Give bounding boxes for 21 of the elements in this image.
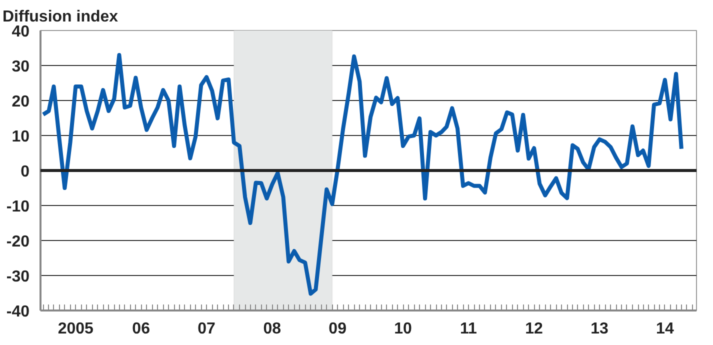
x-tick-label: 13 — [590, 320, 609, 338]
x-tick-label: 08 — [263, 320, 282, 338]
x-tick-label: 07 — [198, 320, 216, 338]
x-tick-label: 14 — [656, 320, 674, 338]
y-tick-label: -30 — [6, 268, 30, 286]
y-tick-label: 30 — [12, 58, 30, 76]
y-tick-label: 0 — [20, 164, 30, 180]
y-tick-label: 20 — [12, 94, 30, 110]
y-tick-label: 40 — [12, 24, 30, 40]
x-tick-label: 06 — [132, 320, 150, 338]
x-tick-label: 09 — [328, 320, 347, 338]
chart-title: Diffusion index — [2, 8, 118, 26]
x-tick-label: 12 — [525, 320, 544, 338]
y-tick-label: -10 — [6, 198, 30, 216]
x-tick-label: 2005 — [58, 320, 94, 338]
x-tick-label: 11 — [460, 320, 478, 338]
x-tick-label: 10 — [394, 320, 412, 338]
line-series — [41, 53, 684, 296]
y-tick-label: -20 — [6, 234, 30, 250]
y-tick-label: 10 — [12, 128, 30, 146]
y-tick-label: -40 — [6, 304, 30, 320]
